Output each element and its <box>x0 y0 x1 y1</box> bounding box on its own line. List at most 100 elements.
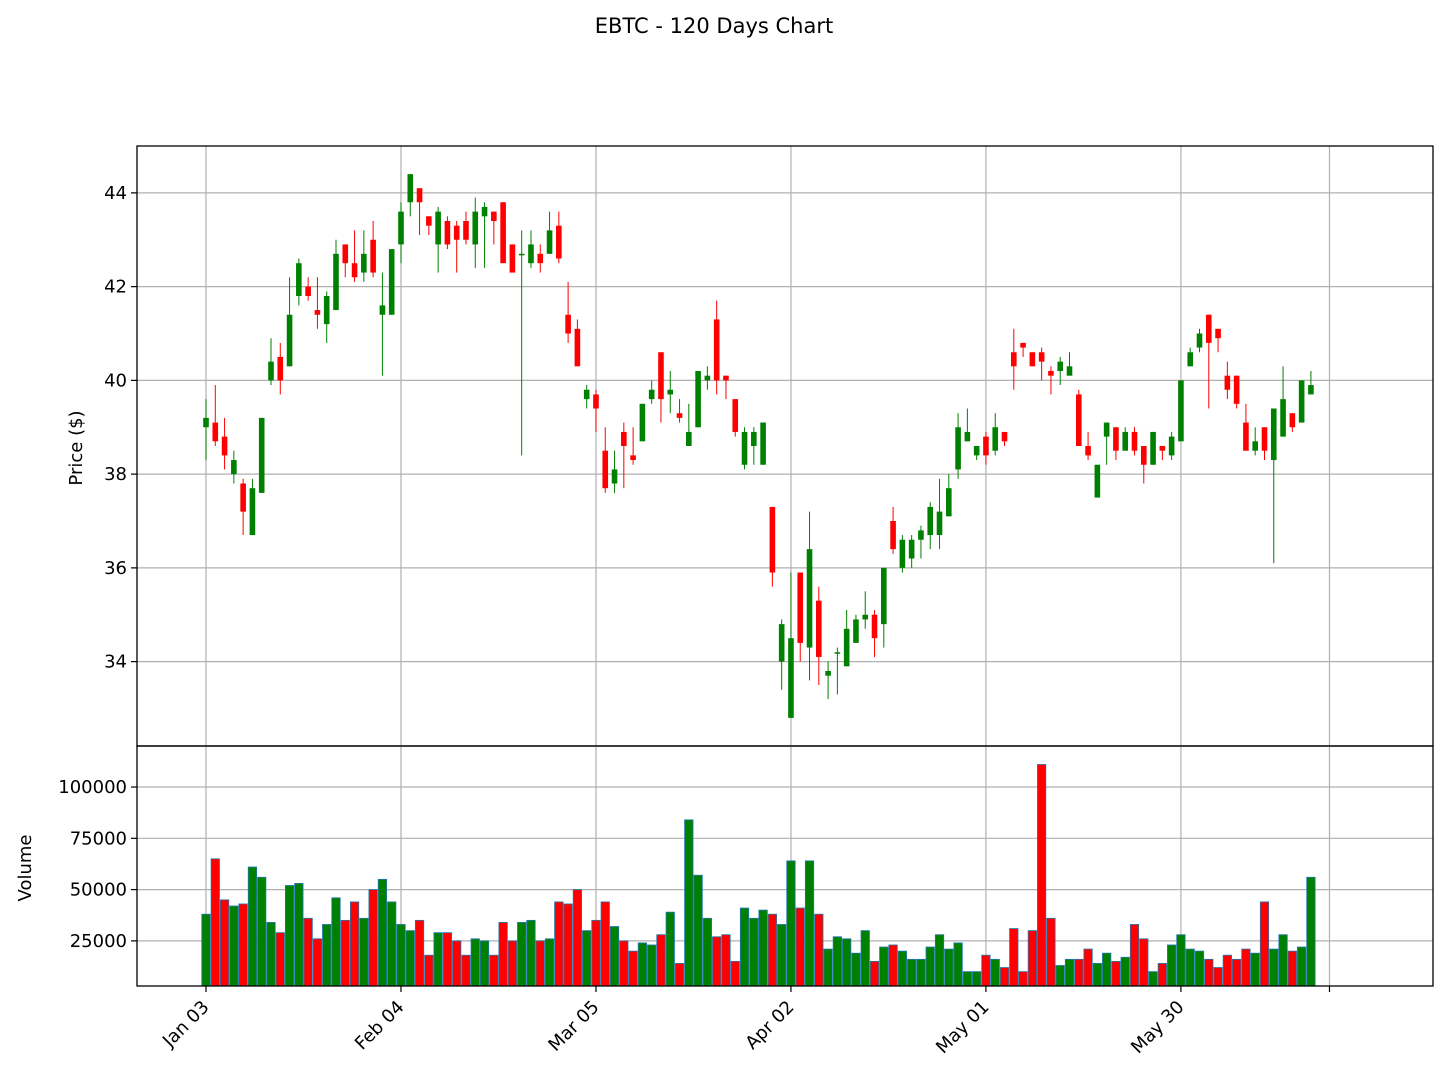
volume-y-tick-label: 50000 <box>70 880 127 901</box>
volume-bar-down <box>210 858 220 987</box>
candle-body-down <box>983 436 989 456</box>
candle-body-up <box>398 211 404 245</box>
candle-body-down <box>212 422 219 442</box>
candle-body-up <box>834 652 841 654</box>
volume-bar-up <box>387 901 397 987</box>
candle-body-up <box>825 671 831 676</box>
volume-bar-up <box>647 944 657 987</box>
candle-body-up <box>258 417 265 493</box>
candle-body-up <box>1196 333 1203 348</box>
volume-axes-frame <box>136 745 1434 987</box>
volume-bar-down <box>591 919 601 987</box>
candle-body-up <box>435 211 441 245</box>
candle-body-down <box>370 239 376 273</box>
candle-body-down <box>630 455 636 461</box>
candle-body-up <box>518 253 525 256</box>
volume-bar-down <box>238 903 248 987</box>
volume-bar-down <box>1037 764 1047 987</box>
volume-bar-up <box>637 942 647 987</box>
candle-body-down <box>871 614 878 639</box>
candle-body-down <box>621 431 627 446</box>
volume-y-label: Volume <box>15 835 36 902</box>
candle-body-up <box>695 371 701 428</box>
volume-bar-down <box>1018 971 1028 987</box>
candle-body-up <box>268 361 274 381</box>
volume-bar-up <box>1185 948 1195 987</box>
volume-bar-up <box>405 930 415 987</box>
candle-body-down <box>602 450 609 489</box>
volume-bar-down <box>981 954 991 987</box>
x-tick-label: May 30 <box>1127 997 1188 1058</box>
volume-bars <box>201 764 1316 987</box>
candle-body-down <box>732 399 739 432</box>
x-axis: Jan 03 Feb 04 Mar 05 Apr 02 May 01 May 30 <box>158 986 1331 1058</box>
volume-bar-up <box>1055 965 1065 987</box>
volume-y-tick-label: 75000 <box>70 828 127 849</box>
volume-bar-up <box>266 922 276 987</box>
volume-bar-down <box>656 934 666 987</box>
volume-bar-down <box>1157 963 1167 987</box>
candle-body-up <box>528 244 534 264</box>
candle-body-up <box>946 488 952 517</box>
candle-body-up <box>1150 431 1156 465</box>
candle-body-down <box>676 413 683 418</box>
x-tick-label: Apr 02 <box>741 997 798 1054</box>
price-panel: 34 36 38 40 42 44 Price ($) <box>66 145 1434 747</box>
volume-bar-up <box>377 878 388 987</box>
candle-body-up <box>899 539 906 568</box>
volume-bar-down <box>489 954 499 987</box>
volume-bar-up <box>842 938 852 987</box>
candle-body-down <box>1075 394 1082 446</box>
candle-body-up <box>843 628 850 667</box>
candle-body-up <box>1122 431 1129 451</box>
candle-body-down <box>351 263 358 278</box>
candle-body-up <box>955 427 961 470</box>
volume-bar-up <box>359 917 369 987</box>
volume-bar-down <box>349 901 360 987</box>
volume-bar-up <box>247 866 258 987</box>
price-y-tick-label: 34 <box>104 652 127 673</box>
candle-body-down <box>1205 314 1212 343</box>
volume-bar-down <box>312 938 323 987</box>
x-tick-label: Mar 05 <box>544 997 603 1056</box>
volume-bar-up <box>944 948 954 987</box>
candle-body-up <box>1057 361 1064 371</box>
candle-body-up <box>686 431 692 446</box>
volume-bar-down <box>814 913 824 987</box>
candle-body-up <box>323 296 330 325</box>
candle-body-up <box>853 619 859 643</box>
candle-body-down <box>416 188 423 203</box>
volume-bar-up <box>582 930 592 987</box>
candle-body-up <box>788 638 794 718</box>
volume-panel: 25000 50000 75000 100000 Volume <box>15 745 1434 987</box>
volume-bar-down <box>721 934 731 987</box>
volume-bar-down <box>414 919 425 987</box>
volume-bar-up <box>916 958 926 987</box>
candle-body-down <box>1159 446 1166 451</box>
candle-body-down <box>277 356 284 381</box>
candle-body-up <box>1270 408 1277 461</box>
candle-body-up <box>936 511 943 536</box>
candle-body-down <box>305 286 311 296</box>
volume-bar-up <box>962 971 972 987</box>
candle-body-down <box>1038 352 1045 362</box>
candle-body-down <box>444 221 451 245</box>
volume-bar-down <box>303 917 313 987</box>
volume-bar-down <box>1213 967 1223 987</box>
volume-bar-up <box>1250 952 1260 987</box>
volume-bar-up <box>322 924 332 987</box>
candle-body-up <box>583 389 590 400</box>
volume-bar-down <box>507 940 518 987</box>
volume-y-tick-label: 100000 <box>58 777 127 798</box>
price-y-axis: 34 36 38 40 42 44 <box>104 183 137 673</box>
volume-bar-down <box>452 940 462 987</box>
candle-body-down <box>565 314 571 334</box>
volume-bar-down <box>1222 954 1232 987</box>
x-tick-label: May 01 <box>932 997 993 1058</box>
volume-bar-down <box>563 903 573 987</box>
volume-bar-up <box>229 905 239 987</box>
candle-body-up <box>908 539 915 559</box>
candle-body-down <box>426 216 432 226</box>
volume-bar-down <box>869 960 880 987</box>
